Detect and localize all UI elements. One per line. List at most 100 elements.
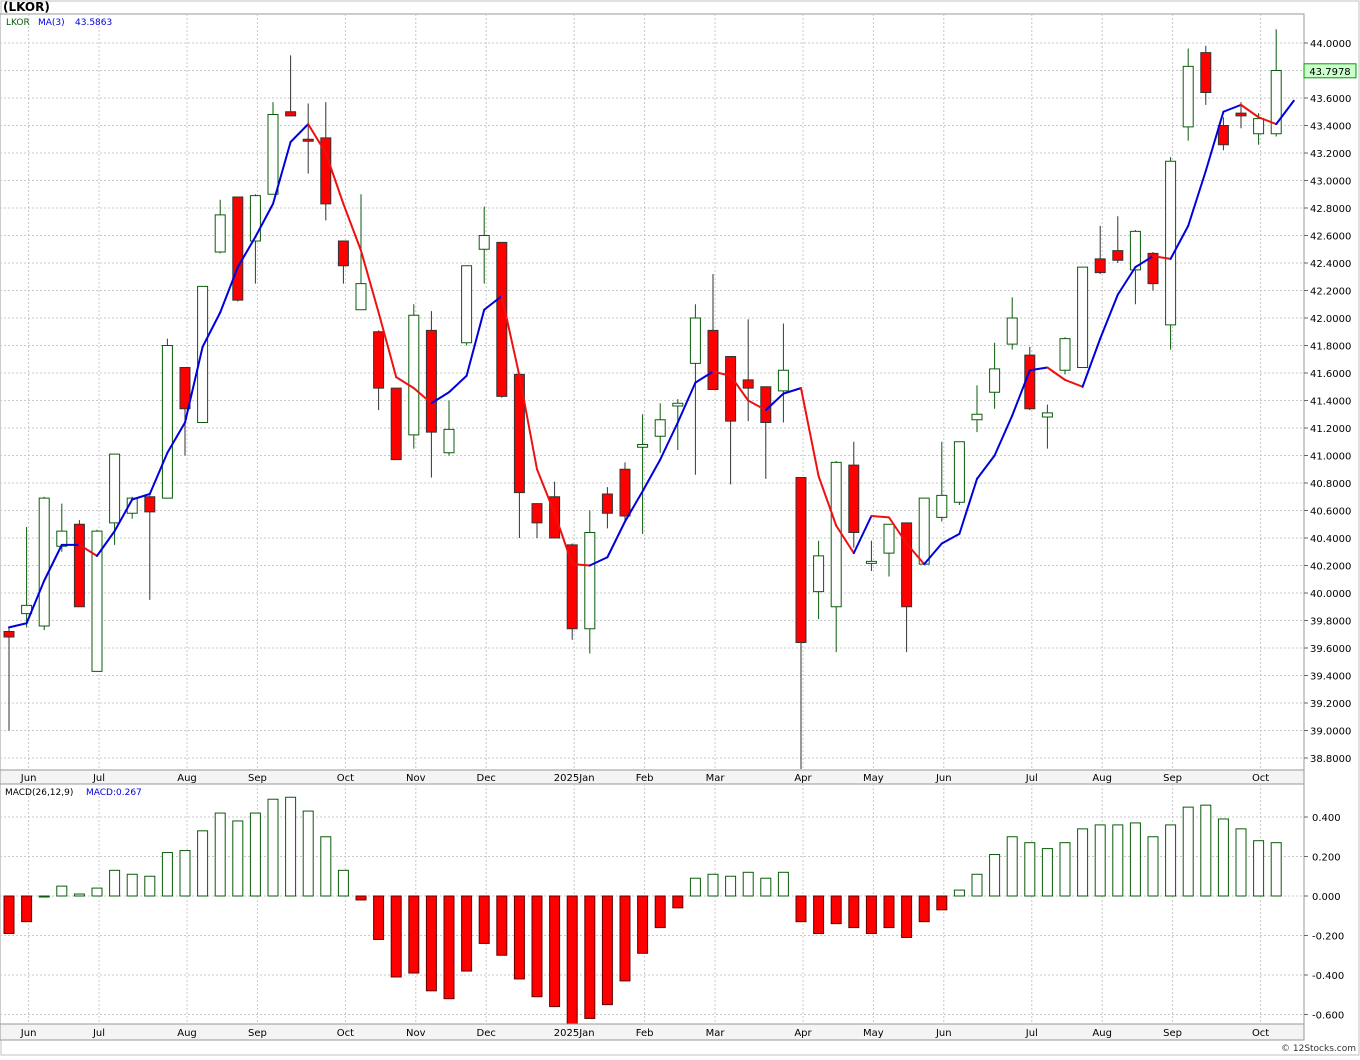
macd-bar	[179, 850, 191, 897]
candle-body	[707, 329, 719, 390]
candle-body	[320, 137, 332, 205]
price-tick-label: 42.6000	[1310, 232, 1351, 243]
price-tick-label: 42.2000	[1310, 287, 1351, 298]
ma3-segment	[272, 141, 292, 205]
macd-bar	[285, 796, 297, 897]
candle-body	[337, 240, 349, 267]
candle-body	[918, 497, 930, 565]
macd-bar	[795, 895, 807, 923]
ma3-segment	[518, 374, 538, 471]
candle-body	[73, 523, 85, 608]
candle-body	[1041, 412, 1053, 418]
price-tick-label: 39.8000	[1310, 617, 1351, 628]
ma3-segment	[624, 490, 644, 523]
ma3-segment	[201, 311, 222, 348]
macd-bar	[355, 895, 367, 901]
ma3-segment	[1081, 337, 1102, 388]
ma3-segment	[1240, 103, 1260, 119]
macd-bar	[197, 830, 209, 897]
ma3-segment	[1011, 369, 1031, 417]
macd-bar	[320, 836, 332, 897]
ma3-segment	[1275, 99, 1295, 126]
price-x-tick-label: Nov	[406, 773, 426, 784]
ma3-segment	[571, 563, 591, 567]
candle-body	[830, 461, 842, 608]
macd-bar	[1217, 818, 1229, 897]
ma3-segment	[500, 295, 521, 377]
macd-x-tick-label: Dec	[477, 1028, 496, 1039]
candle-body	[584, 532, 596, 630]
price-panel	[0, 13, 1305, 771]
price-x-tick-label: Feb	[636, 773, 654, 784]
price-x-tick-label: Oct	[337, 773, 354, 784]
macd-bar	[337, 869, 349, 897]
ma3-segment	[905, 542, 926, 566]
price-tick-label: 40.4000	[1310, 534, 1351, 545]
candle-body	[989, 368, 1001, 393]
candle-body	[1129, 230, 1141, 271]
candle-body	[1182, 65, 1194, 128]
ma3-segment	[1099, 293, 1119, 340]
last-price-label: 43.7978	[1309, 67, 1350, 78]
ma3-segment	[993, 414, 1014, 457]
price-x-tick-label: Aug	[177, 773, 197, 784]
ma3-segment	[536, 468, 556, 515]
macd-bar	[1059, 842, 1071, 897]
macd-tick-label: 0.000	[1312, 892, 1341, 903]
macd-x-tick-label: Jun	[20, 1028, 37, 1039]
macd-x-tick-label: Jun	[935, 1028, 952, 1039]
ma3-segment	[729, 374, 750, 402]
macd-bar	[496, 895, 508, 956]
candle-body	[619, 468, 631, 517]
price-tick-label: 40.8000	[1310, 479, 1351, 490]
macd-bar	[1253, 840, 1265, 897]
candle-body	[1165, 160, 1177, 326]
price-x-tick-label: Dec	[477, 773, 496, 784]
ma3-segment	[1169, 224, 1190, 260]
macd-bar	[1112, 824, 1124, 897]
price-x-tick-label: Sep	[1163, 773, 1182, 784]
ma3-segment	[976, 454, 996, 480]
candle-body	[302, 138, 314, 142]
ma3-segment	[835, 524, 855, 555]
macd-legend: MACD(26,12,9) MACD:0.267	[5, 788, 142, 798]
macd-bar	[1006, 836, 1018, 897]
ma3-segment	[588, 556, 609, 567]
ma3-segment	[25, 579, 46, 625]
price-tick-label: 41.2000	[1310, 424, 1351, 435]
macd-bar	[531, 895, 543, 998]
macd-x-tick-label: Nov	[406, 1028, 426, 1039]
macd-x-tick-label: Feb	[636, 1028, 654, 1039]
candle-body	[249, 195, 261, 242]
ma3-segment	[712, 370, 732, 377]
macd-bar	[1024, 842, 1036, 897]
macd-bar	[936, 895, 948, 911]
macd-bar	[989, 854, 1001, 897]
candle-body	[971, 413, 983, 421]
ma3-segment	[166, 421, 186, 454]
ma3-segment	[1222, 103, 1242, 113]
price-tick-label: 40.2000	[1310, 562, 1351, 573]
macd-tick-label: -0.400	[1312, 971, 1344, 982]
ma3-segment	[448, 374, 468, 394]
candle-body	[813, 555, 825, 593]
candle-body	[531, 503, 543, 524]
candle-body	[725, 356, 737, 422]
price-y-axis: 38.8000 39.0000 39.2000 39.4000 39.6000 39.80…	[1304, 39, 1351, 765]
ma3-segment	[184, 345, 204, 424]
ma3-segment	[254, 202, 274, 238]
ma3-segment	[289, 123, 310, 143]
candle-body	[1006, 317, 1018, 345]
candle-body	[953, 441, 965, 503]
ma3-segment	[131, 493, 151, 501]
candle-body	[777, 369, 789, 392]
price-x-tick-label: Jun	[20, 773, 37, 784]
macd-y-axis: -0.600 -0.400 -0.200 0.000 0.200 0.400	[1304, 813, 1344, 1022]
legend-macd-params: MACD(26,12,9)	[5, 788, 73, 798]
macd-x-tick-label: 2025Jan	[554, 1028, 595, 1039]
candle-body	[1270, 70, 1282, 135]
candle-body	[760, 386, 772, 423]
candle-body	[214, 214, 226, 253]
macd-bar	[830, 895, 842, 925]
